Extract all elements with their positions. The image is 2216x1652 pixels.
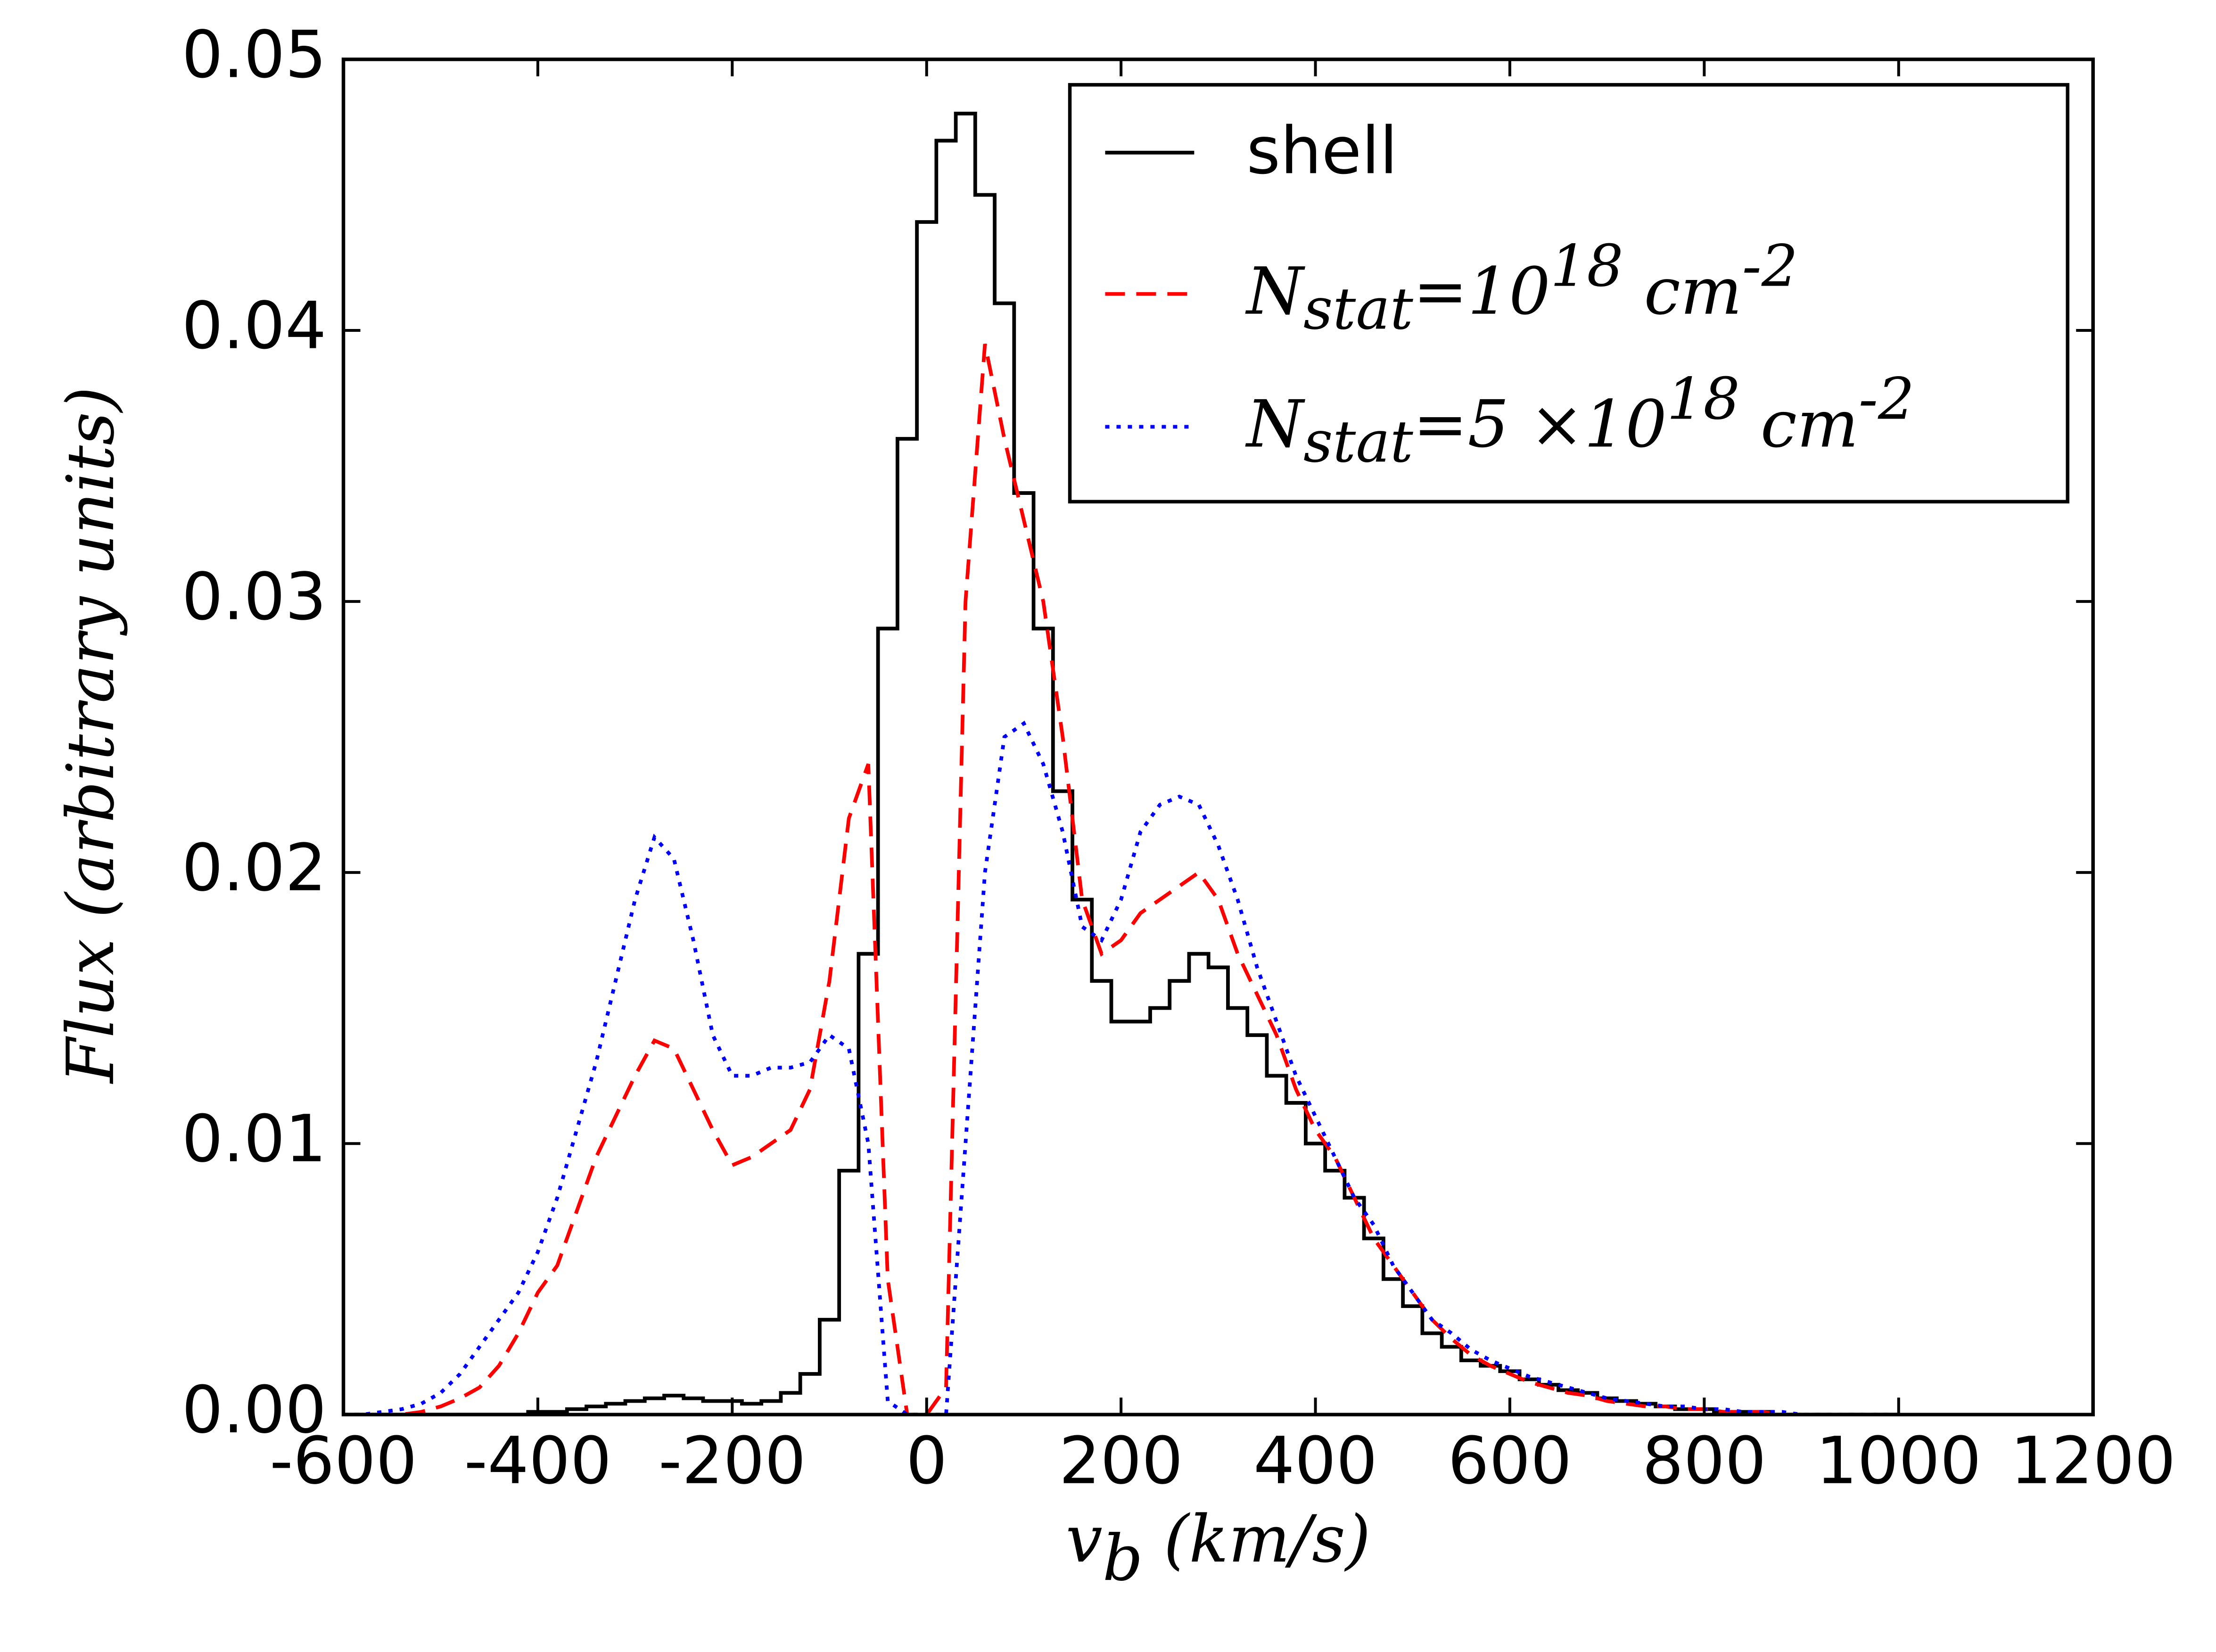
x-tick-label: 800 — [1642, 1423, 1766, 1499]
text-run: b — [1103, 1521, 1143, 1595]
text-run: -2 — [1859, 365, 1915, 432]
text-run: cm — [1740, 386, 1859, 462]
x-tick-label: 1200 — [2010, 1423, 2176, 1499]
x-axis-label: vb (km/s) — [1066, 1501, 1371, 1595]
legend-label: shell — [1246, 113, 1398, 189]
text-run: v — [1066, 1501, 1103, 1577]
y-tick-label: 0.05 — [182, 17, 327, 93]
x-tick-label: 200 — [1059, 1423, 1183, 1499]
x-tick-label: 400 — [1253, 1423, 1377, 1499]
x-tick-label: 600 — [1448, 1423, 1572, 1499]
legend-label: Nstat=1018 cm-2 — [1245, 232, 1798, 343]
text-run: cm — [1623, 254, 1742, 329]
text-run: N — [1245, 254, 1305, 329]
text-run: stat — [1303, 276, 1414, 343]
text-run: =10 — [1413, 254, 1550, 329]
x-tick-label: -600 — [270, 1423, 417, 1499]
legend-box — [1068, 83, 2069, 504]
x-tick-label: 0 — [906, 1423, 947, 1499]
text-run: 18 — [1667, 365, 1740, 432]
series-line — [343, 721, 1899, 1415]
x-tick-label: 1000 — [1816, 1423, 1981, 1499]
legend-label: Nstat=5 ×1018 cm-2 — [1245, 365, 1914, 476]
series-line — [343, 343, 1899, 1415]
plot-frame — [341, 58, 2095, 1417]
text-run: Flux (arbitrary units) — [53, 386, 129, 1085]
y-tick-label: 0.03 — [182, 559, 327, 635]
y-tick-label: 0.04 — [182, 288, 327, 364]
text-run: (km/s) — [1143, 1501, 1371, 1577]
y-tick-label: 0.00 — [182, 1372, 327, 1448]
x-tick-label: -200 — [659, 1423, 806, 1499]
y-tick-label: 0.02 — [182, 830, 327, 906]
text-run: 18 — [1550, 232, 1623, 299]
y-axis-label: Flux (arbitrary units) — [53, 386, 129, 1085]
text-run: -2 — [1742, 232, 1798, 299]
text-run: N — [1245, 386, 1305, 462]
y-tick-label: 0.01 — [182, 1101, 327, 1177]
text-run: =5 ×10 — [1413, 386, 1667, 462]
text-run: stat — [1303, 409, 1414, 476]
x-tick-label: -400 — [464, 1423, 611, 1499]
